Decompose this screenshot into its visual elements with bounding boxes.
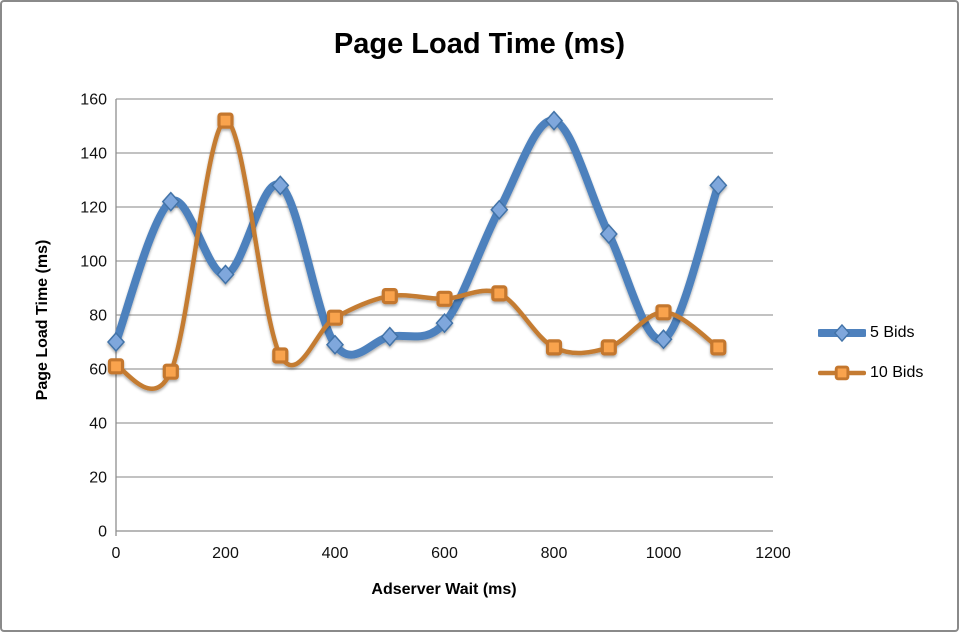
marker-diamond — [654, 329, 673, 350]
y-tick-label: 100 — [80, 254, 107, 271]
legend-label-10-bids: 10 Bids — [870, 364, 924, 381]
legend-marker-10-bids — [834, 365, 850, 381]
marker-diamond — [380, 326, 399, 347]
marker-diamond — [709, 175, 728, 196]
legend: 5 Bids 10 Bids — [818, 321, 923, 385]
marker-square — [217, 112, 234, 129]
marker-diamond — [161, 191, 180, 212]
marker-square — [162, 363, 179, 380]
series-line-5-bids — [112, 116, 723, 359]
legend-marker-5-bids — [833, 323, 851, 343]
y-tick-label: 0 — [98, 524, 107, 541]
y-tick-label: 80 — [89, 308, 107, 325]
y-tick-label: 140 — [80, 146, 107, 163]
marker-diamond — [271, 175, 290, 196]
marker-diamond — [106, 331, 126, 353]
marker-square — [545, 339, 563, 356]
marker-square — [834, 365, 850, 381]
marker-diamond — [544, 110, 564, 131]
chart-title: Page Load Time (ms) — [333, 28, 626, 60]
x-tick-label: 200 — [212, 545, 239, 562]
marker-diamond — [325, 334, 345, 355]
marker-square — [272, 347, 289, 364]
marker-diamond — [599, 223, 618, 245]
x-tick-label: 1000 — [646, 545, 682, 562]
x-tick-label: 400 — [322, 545, 349, 562]
marker-square — [436, 290, 453, 307]
marker-square — [326, 309, 344, 326]
x-tick-label: 800 — [541, 545, 568, 562]
x-tick-label: 600 — [431, 545, 458, 562]
legend-swatch-10-bids — [818, 365, 866, 381]
legend-item-5-bids: 5 Bids — [818, 321, 923, 345]
marker-square — [600, 339, 617, 356]
y-tick-label: 120 — [80, 200, 107, 217]
marker-diamond — [490, 199, 509, 220]
marker-square — [655, 304, 672, 321]
series-10-bids — [107, 112, 727, 391]
marker-square — [381, 288, 398, 305]
marker-square — [107, 358, 125, 375]
y-tick-label: 60 — [89, 362, 107, 379]
y-tick-label: 160 — [80, 92, 107, 109]
marker-square — [491, 285, 508, 302]
legend-label-5-bids: 5 Bids — [870, 324, 915, 341]
series-5-bids — [106, 110, 728, 359]
x-tick-label: 0 — [112, 545, 121, 562]
y-tick-label: 20 — [89, 470, 107, 487]
marker-diamond — [833, 323, 851, 343]
marker-diamond — [216, 264, 235, 285]
x-tick-label: 1200 — [755, 545, 791, 562]
legend-item-10-bids: 10 Bids — [818, 361, 923, 385]
x-axis-title: Adserver Wait (ms) — [371, 581, 517, 598]
marker-square — [710, 339, 727, 356]
marker-diamond — [435, 312, 454, 334]
legend-swatch-5-bids — [818, 323, 866, 343]
y-tick-label: 40 — [89, 416, 107, 433]
